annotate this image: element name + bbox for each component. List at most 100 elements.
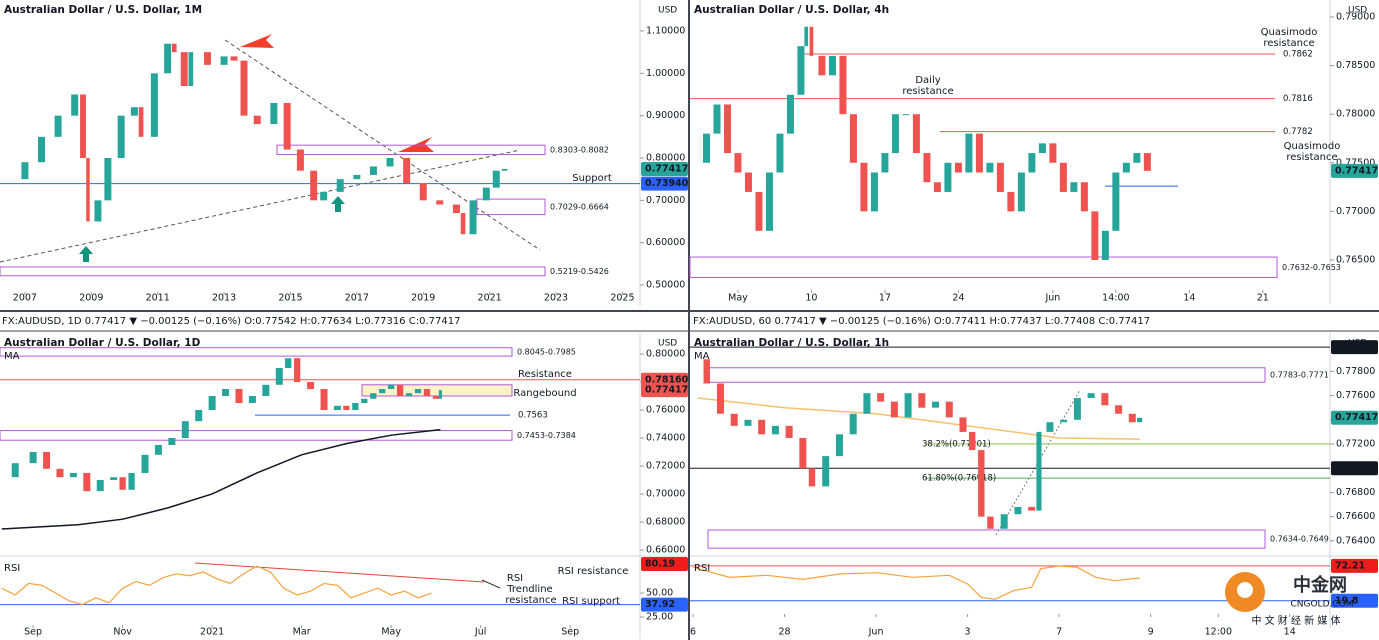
x-tick-label: Jun [1044, 293, 1060, 304]
candle [56, 468, 64, 478]
y-tick-label: 0.78500 [1336, 60, 1375, 71]
x-tick-label: Nov [113, 627, 132, 638]
x-tick-label: 2011 [146, 293, 170, 304]
trendline [0, 149, 521, 263]
y-tick-label: 0.76400 [1336, 535, 1375, 546]
x-tick-label: 2015 [278, 293, 302, 304]
symbol-info: FX:AUDUSD, 1D 0.77417 ▼ −0.00125 (−0.16%… [2, 316, 460, 327]
candle [154, 444, 162, 455]
y-tick-label: 0.77500 [1336, 157, 1375, 168]
candle [432, 395, 440, 399]
candle [403, 158, 411, 184]
candle [436, 200, 444, 205]
annotation: RSI support [562, 596, 620, 607]
candle [181, 421, 189, 438]
candle [419, 183, 427, 201]
annotation: Daily [915, 75, 940, 86]
candle [987, 516, 994, 529]
x-tick-label: May [728, 293, 748, 304]
candle [1112, 172, 1120, 231]
candle [83, 472, 91, 492]
level-label: 0.7862 [1283, 49, 1313, 59]
axis-unit: USD [1348, 6, 1367, 16]
annotation: Quasimodo [1261, 27, 1318, 38]
candle [71, 94, 79, 116]
candle [168, 437, 176, 445]
x-tick-label: 2007 [13, 293, 37, 304]
candle [353, 174, 361, 180]
candle [240, 60, 248, 116]
candle [1028, 153, 1036, 173]
candle [452, 204, 460, 214]
candle [918, 393, 926, 408]
candle [776, 133, 784, 173]
level-label: 61.80%(0.76918) [922, 474, 996, 484]
candle [945, 401, 953, 418]
y-tick-label: 0.50000 [646, 280, 685, 291]
annotation: Support [572, 173, 612, 184]
candle [423, 388, 431, 396]
candle [1049, 143, 1057, 163]
candle [959, 417, 967, 432]
logo [1237, 582, 1253, 598]
candle [1000, 514, 1008, 529]
y-tick-label: 0.76800 [1336, 487, 1375, 498]
price-tag-label: 0.78000 [1335, 342, 1379, 353]
candle [1038, 143, 1046, 154]
chart-title: Australian Dollar / U.S. Dollar, 1h [694, 337, 889, 349]
candle [849, 114, 857, 163]
candle [1080, 182, 1088, 212]
y-tick-label: 0.60000 [646, 237, 685, 248]
candle [804, 26, 809, 47]
candle [978, 450, 985, 517]
candle [405, 393, 413, 396]
candle [730, 413, 738, 426]
candle [370, 393, 377, 399]
watermark-slogan: 中 文 财 经 新 媒 体 [1251, 614, 1340, 627]
zone-label: 0.7453-0.7384 [517, 431, 576, 440]
price-tag [1331, 558, 1378, 573]
annotation: Quasimodo [1284, 141, 1341, 152]
candle [912, 114, 920, 154]
candle [128, 472, 135, 490]
candle [839, 55, 847, 115]
x-tick-label: 14 [1183, 293, 1195, 304]
candle [195, 409, 203, 422]
candle [117, 115, 125, 159]
x-tick-label: 2009 [79, 293, 103, 304]
arrow [331, 196, 345, 212]
x-tick-label: 2021 [478, 293, 502, 304]
candle [119, 477, 126, 490]
candle [180, 52, 188, 87]
candle [235, 388, 243, 403]
candle [208, 395, 216, 410]
x-tick-label: 7 [1056, 627, 1062, 638]
candle [310, 170, 318, 201]
candle [996, 162, 1004, 192]
candle [283, 102, 291, 150]
candle [222, 388, 230, 396]
zone [276, 144, 546, 156]
candle [902, 114, 910, 116]
price-tag-label: 19.8 [1335, 595, 1359, 606]
price-tag-label: 0.77000 [1335, 463, 1379, 474]
candle [352, 402, 359, 410]
y-tick-label: 0.80000 [646, 153, 685, 164]
candle [923, 153, 931, 183]
y-tick-label: 0.76000 [646, 404, 685, 415]
candle [138, 107, 144, 137]
chart-title: Australian Dollar / U.S. Dollar, 1D [4, 337, 201, 349]
candle [986, 162, 994, 173]
x-tick-label: 24 [952, 293, 964, 304]
x-tick-label: Jun [868, 627, 884, 638]
price-tag-label: 0.77417 [1335, 165, 1378, 176]
zone-label: 0.7029-0.6664 [550, 202, 609, 211]
annotation: Resistance [518, 369, 572, 380]
candle [828, 55, 836, 76]
candle [1133, 153, 1141, 163]
price-tag-label: 0.77417 [645, 163, 688, 174]
price-tag-label: 72.21 [1335, 560, 1365, 571]
price-tag-label: 37.92 [645, 599, 675, 610]
candle [369, 166, 377, 175]
candle [150, 73, 158, 137]
